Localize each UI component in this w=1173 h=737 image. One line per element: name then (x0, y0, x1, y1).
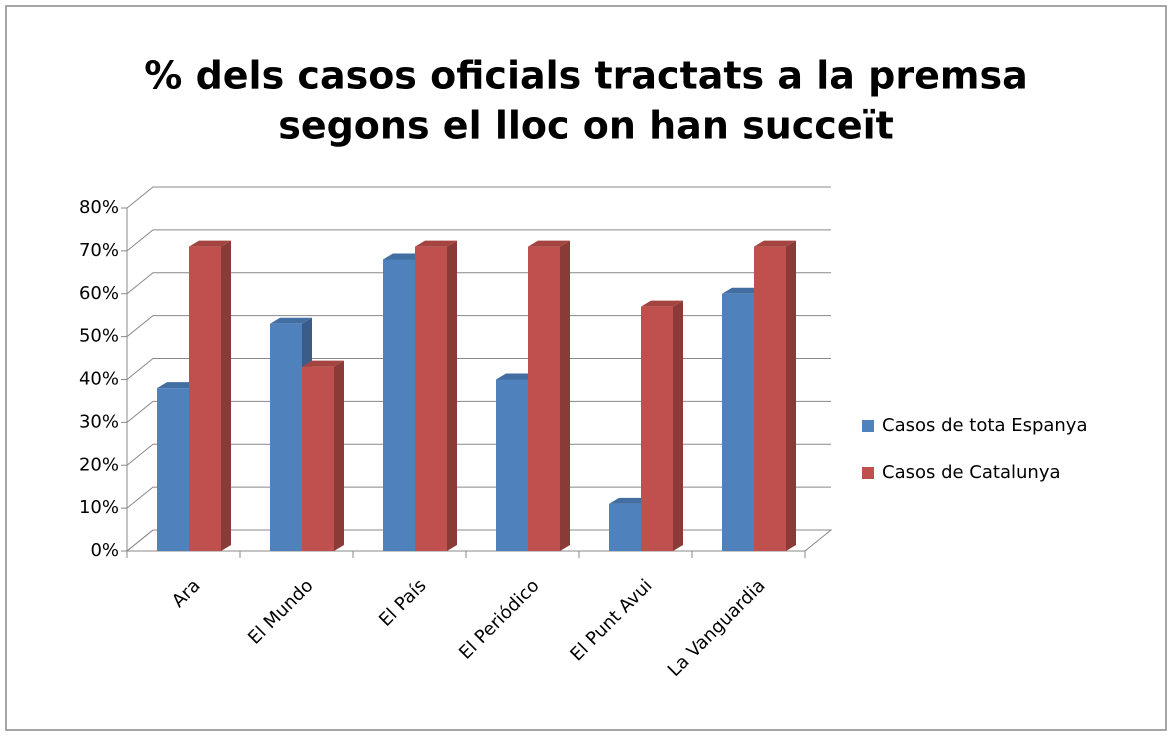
bar-face (722, 287, 764, 294)
legend-swatch (862, 420, 874, 432)
grid-line (126, 315, 831, 338)
bar-face (528, 240, 570, 247)
bar-face (609, 503, 641, 551)
grid-line (126, 529, 831, 552)
bar-face (754, 246, 786, 551)
bar-face (383, 253, 425, 260)
y-tick-label: 70% (79, 240, 119, 261)
legend-label: Casos de tota Espanya (882, 415, 1088, 436)
bar-face (415, 240, 457, 247)
bar (641, 300, 683, 551)
bar-face (189, 246, 221, 551)
grid-line (126, 358, 831, 380)
bar-face (383, 259, 415, 551)
y-tick-label: 80% (79, 197, 119, 218)
bar-face (302, 366, 334, 551)
bar (754, 240, 796, 551)
bar-face (641, 306, 673, 551)
chart-title: segons el lloc on han succeït (278, 104, 894, 148)
grid-line (126, 186, 831, 209)
grid-line (126, 229, 831, 252)
y-tick-label: 20% (79, 454, 119, 475)
bar-face (415, 246, 447, 551)
bar-face (270, 317, 312, 324)
bar-face (722, 293, 754, 551)
bar-face (334, 360, 344, 551)
y-tick-label: 60% (79, 283, 119, 304)
bar-face (754, 240, 796, 247)
bar-face (786, 240, 796, 551)
chart-title: % dels casos oficials tractats a la prem… (144, 54, 1027, 98)
legend-swatch (862, 467, 874, 479)
bar-face (270, 323, 302, 551)
grid-line (126, 486, 831, 509)
grid-line (126, 272, 831, 295)
bar-face (609, 497, 651, 504)
bar-face (189, 240, 231, 247)
bar-face (528, 246, 560, 551)
grid-line (126, 443, 831, 466)
bar-face (641, 300, 683, 307)
bar (528, 240, 570, 551)
bar-face (221, 240, 231, 551)
bar-face (673, 300, 683, 551)
bar (415, 240, 457, 551)
y-tick-label: 30% (79, 411, 119, 432)
bar-face (496, 373, 538, 380)
bar-face (157, 382, 199, 389)
bar-face (157, 388, 189, 551)
y-tick-label: 0% (90, 540, 119, 561)
y-tick-label: 40% (79, 369, 119, 390)
bar-face (447, 240, 457, 551)
bar (302, 360, 344, 551)
y-tick-label: 50% (79, 326, 119, 347)
grid-line (126, 400, 831, 423)
legend-label: Casos de Catalunya (882, 462, 1061, 483)
bar-face (496, 379, 528, 551)
y-tick-label: 10% (79, 497, 119, 518)
bar-face (302, 360, 344, 367)
bar-face (560, 240, 570, 551)
bar (189, 240, 231, 551)
